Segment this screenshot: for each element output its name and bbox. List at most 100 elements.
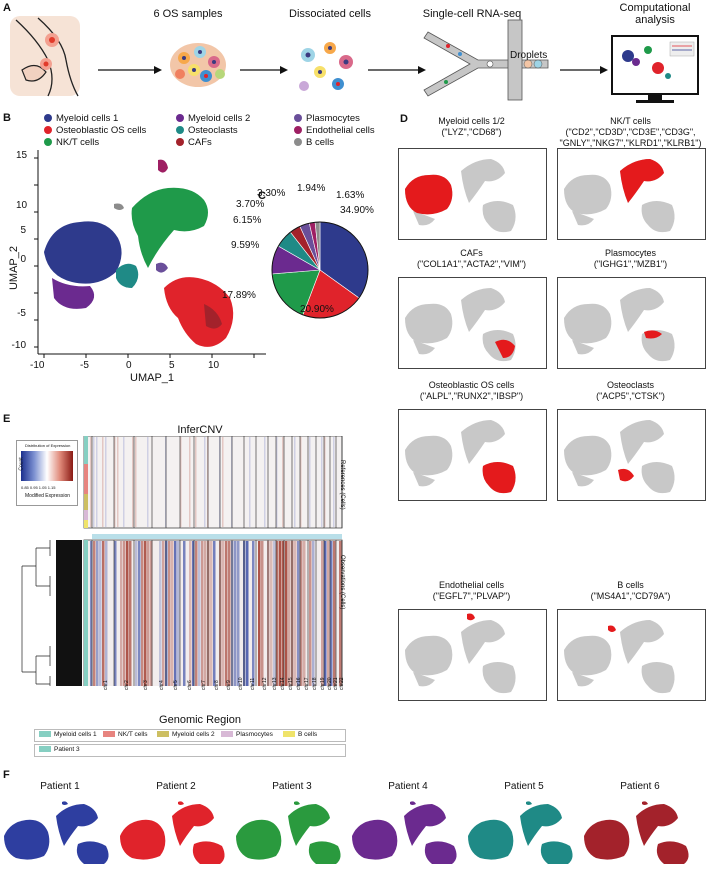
- cnv-stripe: [246, 541, 249, 686]
- cnv-stripe: [126, 541, 129, 686]
- ref-stripe: [132, 437, 134, 527]
- cnv-stripe: [168, 541, 171, 686]
- umap-ytick: 0: [20, 254, 26, 265]
- feature-plot: [557, 609, 706, 701]
- feature-umap: [405, 159, 516, 233]
- ref-stripe: [93, 437, 95, 527]
- cnv-stripe: [99, 541, 102, 686]
- cnv-stripe: [333, 541, 336, 686]
- cnv-stripe: [300, 541, 303, 686]
- patient-title: Patient 6: [620, 781, 660, 792]
- chr-label: chr9: [226, 680, 232, 690]
- feature-plot: [557, 409, 706, 501]
- os-sample-cells: [170, 43, 226, 87]
- chr-label: chr7: [201, 680, 207, 690]
- cnv-stripe: [297, 541, 300, 686]
- umap-ytick: 10: [16, 200, 28, 211]
- cnv-stripe: [90, 541, 93, 686]
- pie-label: 9.59%: [231, 240, 260, 251]
- umap-xtick: -5: [80, 360, 89, 371]
- cnv-stripe: [153, 541, 156, 686]
- chr-label: chr4: [159, 680, 165, 690]
- cnv-stripe: [294, 541, 297, 686]
- chr-label: chr8: [214, 680, 220, 690]
- cnv-stripe: [141, 541, 144, 686]
- cnv-stripe: [228, 541, 231, 686]
- patient-umap: [118, 796, 234, 864]
- chr-label: chr10: [238, 677, 244, 690]
- cnv-stripe: [210, 541, 213, 686]
- cnv-stripe: [111, 541, 114, 686]
- marker-title: NK/T cells: [610, 116, 651, 126]
- chr-label: chr3: [143, 680, 149, 690]
- ref-stripe: [114, 437, 116, 527]
- ref-stripe: [147, 437, 149, 527]
- legend-swatch: [44, 138, 52, 147]
- patient-title: Patient 2: [156, 781, 196, 792]
- cnv-stripe: [189, 541, 192, 686]
- cnv-stripe: [198, 541, 201, 686]
- computer-monitor: [611, 35, 699, 103]
- marker-title: Osteoclasts: [606, 380, 655, 390]
- cnv-stripe: [174, 541, 177, 686]
- cnv-stripe: [180, 541, 183, 686]
- cnv-stripe: [249, 541, 252, 686]
- ref-stripe: [300, 437, 302, 527]
- feature-umap: [564, 620, 675, 694]
- cnv-stripe: [261, 541, 264, 686]
- marker-title: Endothelial cells: [438, 580, 505, 590]
- knee-illustration: [10, 16, 80, 97]
- panel-label-f: F: [3, 769, 10, 781]
- cnv-stripe: [159, 541, 162, 686]
- chr-label: chr2: [124, 680, 130, 690]
- ref-stripe: [321, 437, 323, 527]
- umap-xlabel: UMAP_1: [130, 372, 175, 384]
- microfluidic-chip: [423, 19, 549, 101]
- cnv-stripe: [309, 541, 312, 686]
- cnv-stripe: [288, 541, 291, 686]
- cnv-stripe: [318, 541, 321, 686]
- feature-plot: [398, 609, 547, 701]
- cnv-stripe: [147, 541, 150, 686]
- cnv-stripe: [339, 541, 342, 686]
- marker-title: B cells: [617, 580, 644, 590]
- ref-stripe: [204, 437, 206, 527]
- cnv-stripe: [150, 541, 153, 686]
- feature-plot: [557, 148, 706, 240]
- chr-label: chr12: [262, 677, 268, 690]
- marker-title: Osteoblastic OS cells: [428, 380, 515, 390]
- feature-umap: [564, 420, 675, 494]
- dendrogram-leaves: [56, 540, 82, 686]
- feature-umap: [405, 288, 516, 362]
- ref-stripe: [105, 437, 107, 527]
- feature-umap: [564, 288, 675, 362]
- ref-stripe: [276, 437, 278, 527]
- ref-stripe: [180, 437, 182, 527]
- cnv-stripe: [312, 541, 315, 686]
- panel-label-b: B: [3, 112, 11, 124]
- pie-label: 3.30%: [257, 188, 286, 199]
- cnv-stripe: [192, 541, 195, 686]
- feature-umap: [405, 420, 516, 494]
- feature-umap: [564, 159, 675, 233]
- cnv-stripe: [276, 541, 279, 686]
- marker-genes: ("IGHG1","MZB1"): [593, 259, 668, 269]
- ref-stripe: [96, 437, 98, 527]
- cnv-stripe: [252, 541, 255, 686]
- legend-swatch: [176, 138, 184, 147]
- droplets-label: Droplets: [510, 50, 548, 61]
- obs-axis-label: Observations (Cells): [339, 555, 345, 610]
- pie-label: 20.90%: [300, 304, 334, 315]
- legend-swatch: [294, 114, 302, 123]
- patient-title: Patient 4: [388, 781, 428, 792]
- cnv-stripe: [336, 541, 339, 686]
- infercnv-xlabel: Genomic Region: [159, 714, 241, 726]
- feature-umap: [405, 613, 516, 694]
- ref-stripe: [102, 437, 104, 527]
- workflow-diagram: [10, 16, 699, 103]
- chr-label: chr6: [187, 680, 193, 690]
- step-computational-analysis: Computational analysis: [619, 2, 691, 26]
- marker-genes: ("MS4A1","CD79A"): [590, 591, 671, 601]
- cnv-stripe: [330, 541, 333, 686]
- cnv-stripe: [96, 541, 99, 686]
